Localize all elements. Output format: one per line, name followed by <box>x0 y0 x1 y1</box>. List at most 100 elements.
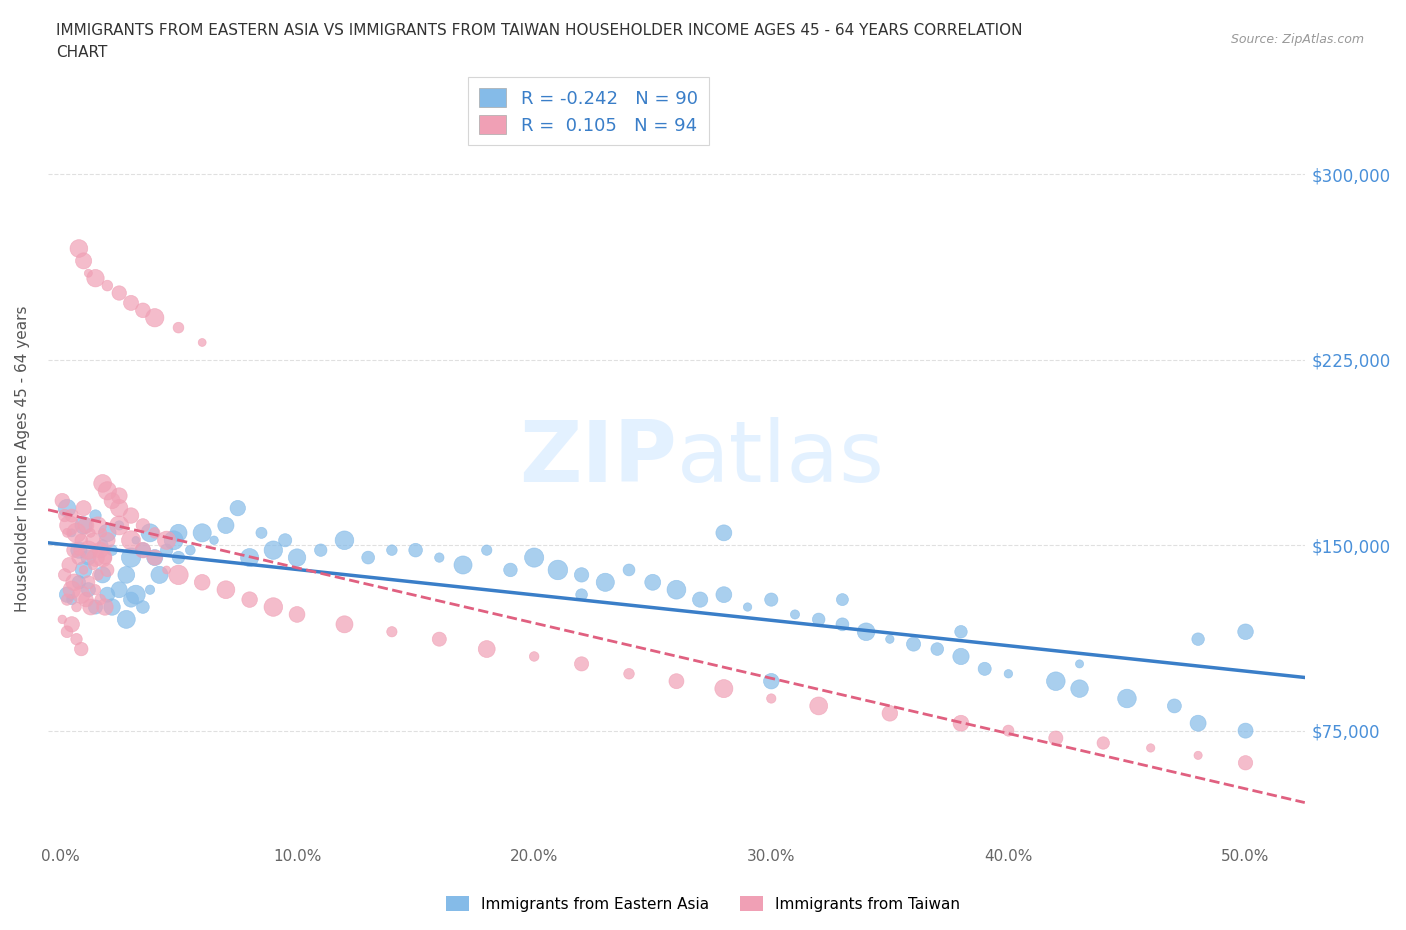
Point <box>285 551 308 565</box>
Point <box>65 600 87 615</box>
Point <box>239 592 262 607</box>
Point <box>191 575 214 590</box>
Point <box>60 525 83 540</box>
Point <box>91 538 114 552</box>
Point <box>333 533 356 548</box>
Legend: R = -0.242   N = 90, R =  0.105   N = 94: R = -0.242 N = 90, R = 0.105 N = 94 <box>468 77 709 145</box>
Point <box>262 543 284 558</box>
Point <box>737 600 759 615</box>
Point <box>1045 731 1067 746</box>
Point <box>761 673 783 688</box>
Point <box>571 567 593 582</box>
Point <box>63 575 86 590</box>
Point <box>139 525 162 540</box>
Point <box>156 543 179 558</box>
Point <box>84 551 107 565</box>
Point <box>58 558 80 573</box>
Point <box>1092 736 1115 751</box>
Point <box>215 518 238 533</box>
Point <box>927 642 949 657</box>
Point <box>1187 748 1209 763</box>
Point <box>1187 716 1209 731</box>
Text: Source: ZipAtlas.com: Source: ZipAtlas.com <box>1230 33 1364 46</box>
Point <box>63 543 86 558</box>
Point <box>997 724 1019 738</box>
Point <box>475 543 498 558</box>
Point <box>53 508 76 523</box>
Point <box>60 582 83 597</box>
Point <box>108 286 131 300</box>
Point <box>427 631 450 646</box>
Point <box>120 533 142 548</box>
Point <box>96 563 118 578</box>
Point <box>84 600 107 615</box>
Point <box>1234 755 1257 770</box>
Point <box>96 533 118 548</box>
Point <box>96 484 118 498</box>
Point <box>82 558 104 573</box>
Point <box>148 567 170 582</box>
Point <box>60 617 83 631</box>
Point <box>132 518 155 533</box>
Point <box>91 551 114 565</box>
Point <box>72 518 94 533</box>
Point <box>617 563 640 578</box>
Y-axis label: Householder Income Ages 45 - 64 years: Householder Income Ages 45 - 64 years <box>15 305 30 612</box>
Point <box>115 567 138 582</box>
Point <box>761 592 783 607</box>
Point <box>156 533 179 548</box>
Point <box>167 320 190 335</box>
Point <box>87 567 110 582</box>
Point <box>949 716 972 731</box>
Point <box>75 592 97 607</box>
Point <box>1187 631 1209 646</box>
Point <box>67 241 90 256</box>
Point <box>89 592 111 607</box>
Point <box>60 508 83 523</box>
Point <box>156 563 179 578</box>
Point <box>72 500 94 515</box>
Point <box>713 525 735 540</box>
Point <box>973 661 995 676</box>
Point <box>70 587 93 602</box>
Point <box>689 592 711 607</box>
Point <box>120 551 142 565</box>
Point <box>67 543 90 558</box>
Point <box>451 558 474 573</box>
Point <box>132 543 155 558</box>
Point <box>58 518 80 533</box>
Point <box>713 587 735 602</box>
Point <box>381 624 404 639</box>
Text: atlas: atlas <box>676 418 884 500</box>
Point <box>108 582 131 597</box>
Point <box>56 500 79 515</box>
Point <box>949 624 972 639</box>
Point <box>163 533 186 548</box>
Point <box>903 637 925 652</box>
Point <box>67 551 90 565</box>
Point <box>274 533 297 548</box>
Point <box>783 607 806 622</box>
Point <box>571 657 593 671</box>
Point <box>215 582 238 597</box>
Point <box>1163 698 1185 713</box>
Point <box>67 543 90 558</box>
Point <box>499 563 522 578</box>
Point <box>67 575 90 590</box>
Point <box>333 617 356 631</box>
Point <box>285 607 308 622</box>
Point <box>167 525 190 540</box>
Point <box>94 600 117 615</box>
Point <box>132 600 155 615</box>
Point <box>84 508 107 523</box>
Point <box>108 518 131 533</box>
Text: CHART: CHART <box>56 45 108 60</box>
Point <box>523 551 546 565</box>
Point <box>125 587 148 602</box>
Point <box>96 587 118 602</box>
Point <box>77 582 100 597</box>
Point <box>120 508 142 523</box>
Point <box>143 551 166 565</box>
Point <box>202 533 225 548</box>
Point <box>831 592 853 607</box>
